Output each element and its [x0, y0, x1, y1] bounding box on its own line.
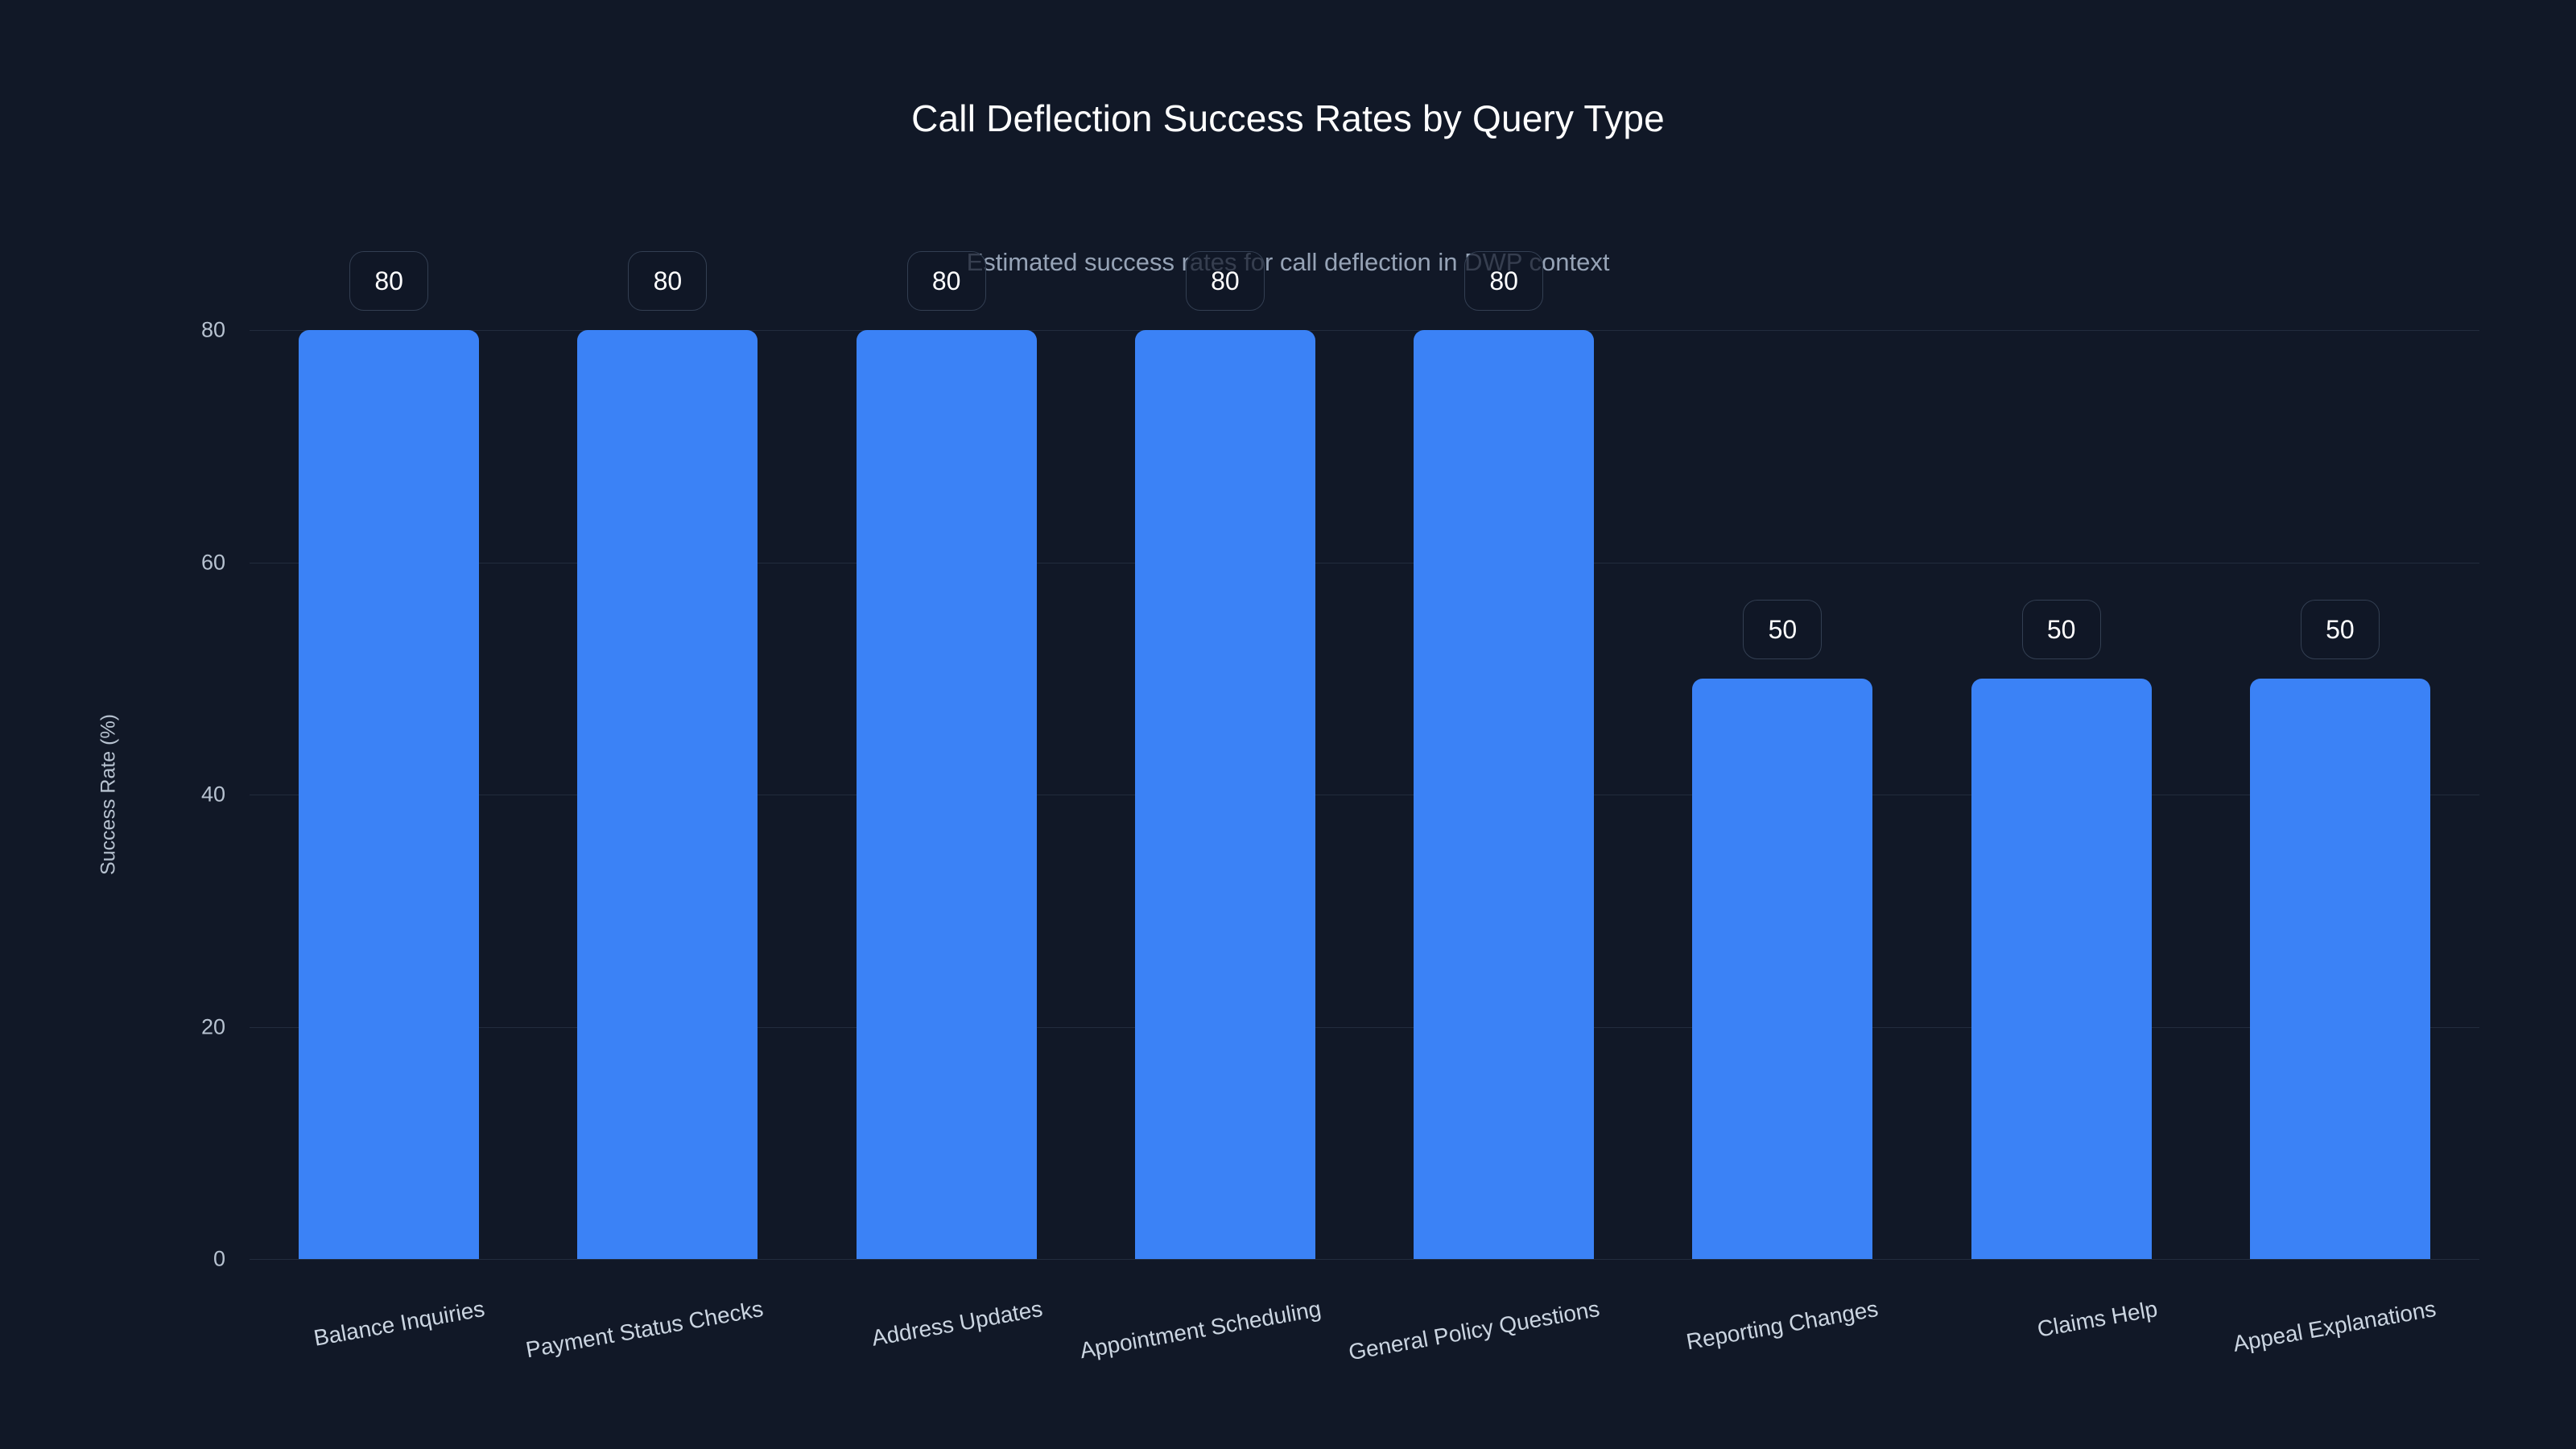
x-axis-tick-label: Appointment Scheduling [1077, 1296, 1323, 1364]
bar[interactable] [1414, 330, 1595, 1259]
x-axis-tick-label: General Policy Questions [1346, 1296, 1602, 1365]
gridline [250, 1259, 2479, 1260]
x-axis-tick-label: Appeal Explanations [2231, 1296, 2438, 1356]
y-axis-tick-label: 0 [213, 1246, 225, 1271]
plot-area [250, 330, 2479, 1260]
bar-value-label: 80 [628, 251, 708, 311]
bar-value-label: 80 [1464, 251, 1544, 311]
bar-value-label: 50 [2300, 599, 2380, 659]
bar-value-label: 80 [349, 251, 429, 311]
y-axis-tick-label: 20 [200, 1014, 225, 1038]
x-axis-tick-label: Address Updates [869, 1296, 1045, 1351]
bar[interactable] [299, 330, 480, 1259]
x-axis-tick-label: Reporting Changes [1684, 1296, 1880, 1355]
gridline [250, 562, 2479, 564]
x-axis-tick-label: Payment Status Checks [524, 1296, 766, 1363]
x-axis-tick-label: Balance Inquiries [312, 1296, 487, 1351]
y-axis-tick-label: 80 [200, 317, 225, 342]
gridline [250, 1026, 2479, 1028]
bar[interactable] [1692, 678, 1873, 1259]
bar-value-label: 50 [2021, 599, 2101, 659]
bar[interactable] [1134, 330, 1315, 1259]
y-axis-title: Success Rate (%) [97, 713, 120, 876]
gridline [250, 330, 2479, 331]
bar[interactable] [577, 330, 758, 1259]
bar[interactable] [856, 330, 1037, 1259]
bar-value-label: 50 [1743, 599, 1823, 659]
chart-title: Call Deflection Success Rates by Query T… [911, 97, 1665, 139]
bar[interactable] [1971, 678, 2152, 1259]
y-axis-tick-label: 60 [200, 550, 225, 574]
y-axis-tick-label: 40 [200, 782, 225, 807]
bar-value-label: 80 [1185, 251, 1265, 311]
bar[interactable] [2249, 678, 2430, 1259]
bar-value-label: 80 [906, 251, 986, 311]
x-axis-tick-label: Claims Help [2034, 1296, 2160, 1342]
